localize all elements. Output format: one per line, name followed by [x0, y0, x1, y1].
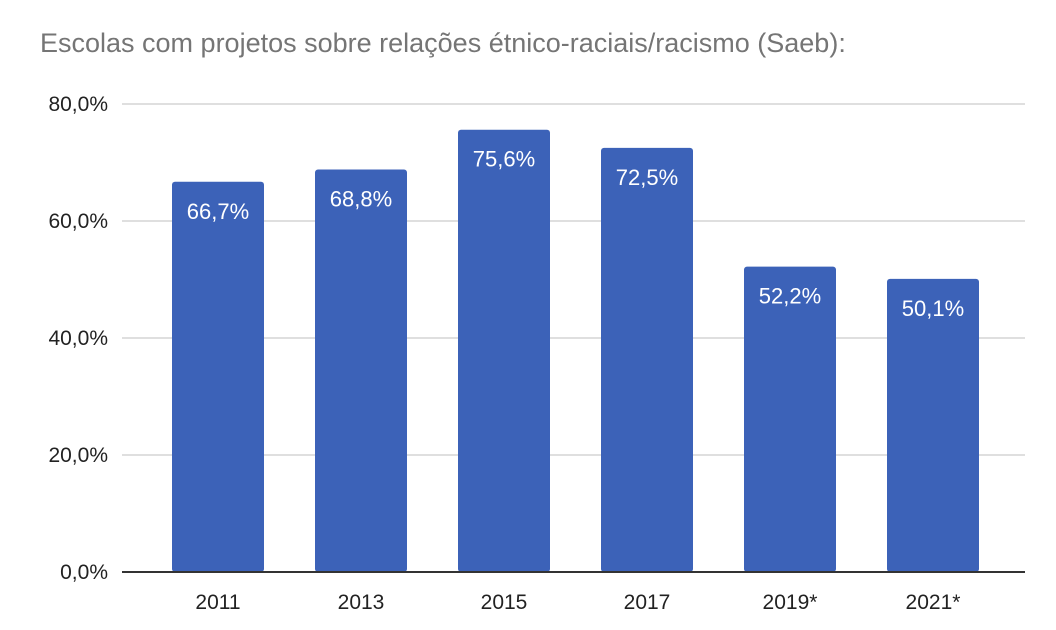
- y-tick-label: 60,0%: [48, 210, 108, 233]
- y-tick-label: 40,0%: [48, 327, 108, 350]
- y-tick-label: 20,0%: [48, 444, 108, 467]
- x-axis-categories: 2011 2013 2015 2017 2019* 2021*: [195, 591, 960, 614]
- x-category-label: 2013: [338, 591, 385, 614]
- data-labels: 66,7% 68,8% 75,6% 72,5% 52,2% 50,1%: [187, 147, 964, 321]
- bar-2021: [887, 278, 979, 572]
- x-category-label: 2017: [624, 591, 671, 614]
- bar-2015: [458, 129, 550, 573]
- y-axis-ticks: 0,0% 20,0% 40,0% 60,0% 80,0%: [48, 93, 108, 584]
- data-label: 75,6%: [473, 147, 535, 172]
- y-tick-label: 0,0%: [60, 561, 108, 584]
- data-label: 72,5%: [616, 165, 678, 190]
- data-label: 68,8%: [330, 187, 392, 212]
- y-tick-label: 80,0%: [48, 93, 108, 116]
- x-category-label: 2021*: [906, 591, 961, 614]
- x-category-label: 2015: [481, 591, 528, 614]
- chart-title: Escolas com projetos sobre relações étni…: [40, 28, 846, 58]
- gridlines: [122, 103, 1025, 456]
- bar-2013: [315, 169, 407, 572]
- bar-2017: [601, 147, 693, 572]
- bar-2011: [172, 181, 264, 572]
- bar-2019: [744, 266, 836, 572]
- data-label: 50,1%: [902, 296, 964, 321]
- bars: [172, 129, 979, 573]
- x-category-label: 2011: [195, 591, 240, 614]
- x-category-label: 2019*: [763, 591, 818, 614]
- data-label: 66,7%: [187, 199, 249, 224]
- data-label: 52,2%: [759, 284, 821, 309]
